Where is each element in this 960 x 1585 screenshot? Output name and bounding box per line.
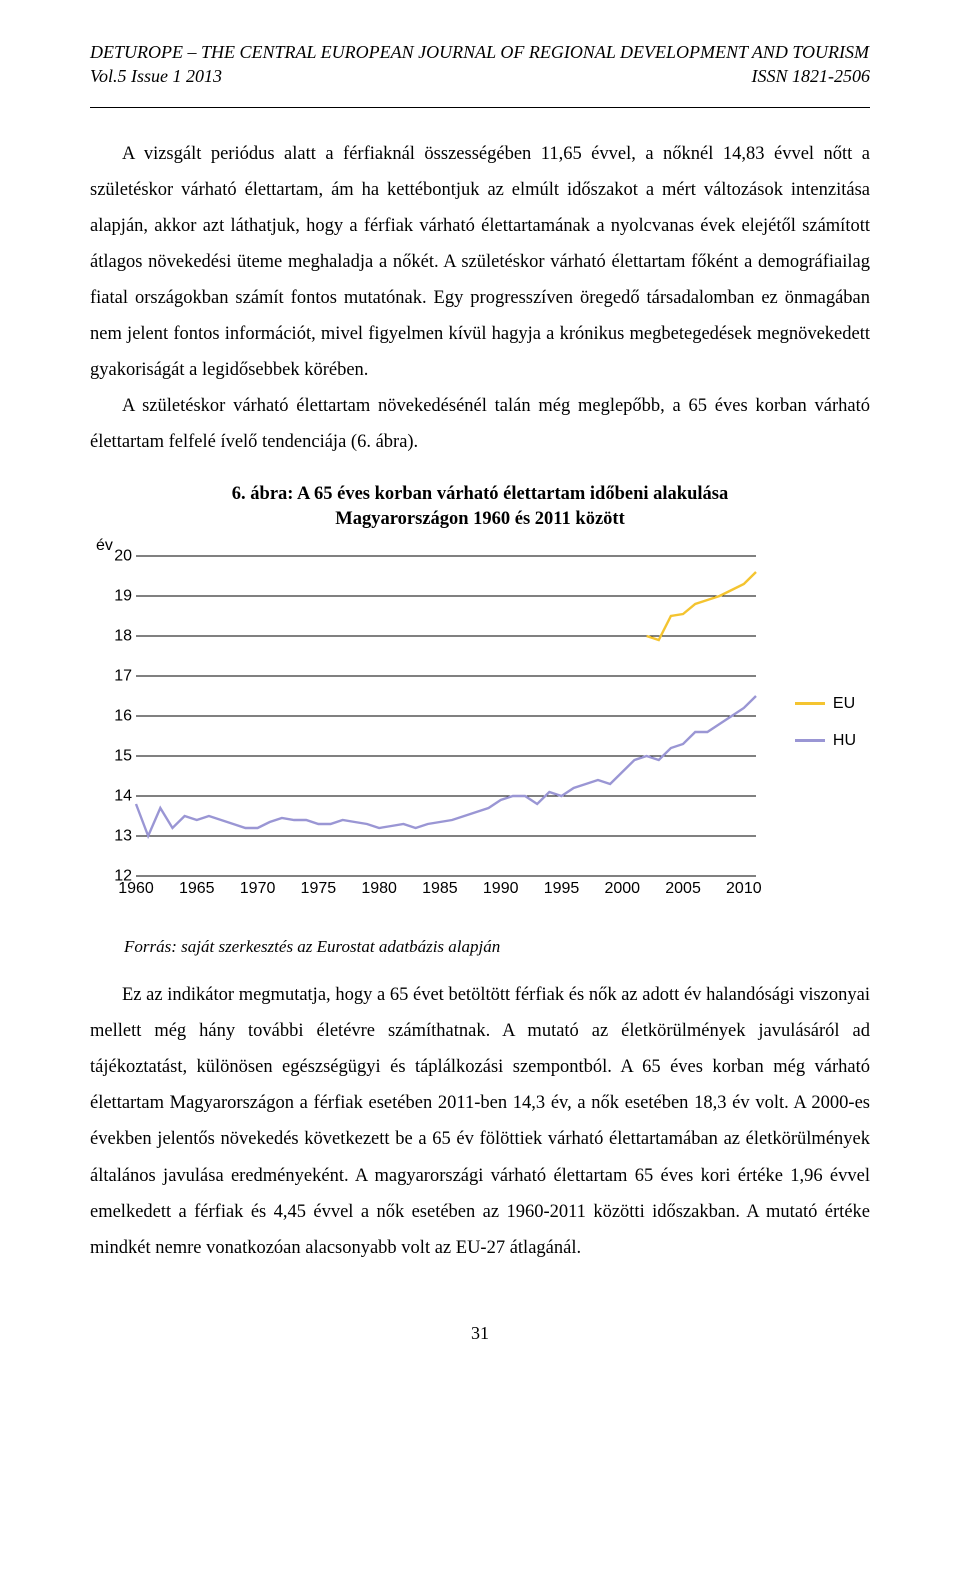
chart-source: Forrás: saját szerkesztés az Eurostat ad…: [124, 930, 870, 963]
paragraph-3: Ez az indikátor megmutatja, hogy a 65 év…: [90, 977, 870, 1266]
legend-item-hu: HU: [795, 725, 856, 756]
chart-area: év 121314151617181920 196019651970197519…: [96, 538, 856, 908]
x-tick-label: 1995: [544, 873, 580, 904]
x-tick-label: 2000: [604, 873, 640, 904]
issue-info: Vol.5 Issue 1 2013: [90, 64, 222, 88]
x-tick-label: 1980: [361, 873, 397, 904]
legend-item-eu: EU: [795, 688, 856, 719]
journal-header: DETUROPE – THE CENTRAL EUROPEAN JOURNAL …: [90, 40, 870, 89]
issn: ISSN 1821-2506: [752, 64, 871, 88]
journal-title: DETUROPE – THE CENTRAL EUROPEAN JOURNAL …: [90, 40, 869, 64]
paragraph-2: A születéskor várható élettartam növeked…: [90, 388, 870, 460]
x-tick-label: 1970: [240, 873, 276, 904]
y-tick-label: 20: [106, 541, 132, 572]
figure-6: 6. ábra: A 65 éves korban várható életta…: [90, 482, 870, 963]
page-number: 31: [90, 1316, 870, 1351]
x-tick-label: 1985: [422, 873, 458, 904]
y-tick-label: 14: [106, 781, 132, 812]
legend-swatch-hu: [795, 739, 825, 742]
y-tick-label: 19: [106, 581, 132, 612]
y-tick-label: 18: [106, 621, 132, 652]
y-tick-label: 15: [106, 741, 132, 772]
legend-swatch-eu: [795, 702, 825, 705]
y-tick-label: 17: [106, 661, 132, 692]
legend: EU HU: [795, 688, 856, 762]
paragraph-1: A vizsgált periódus alatt a férfiaknál ö…: [90, 136, 870, 388]
y-tick-label: 16: [106, 701, 132, 732]
y-tick-label: 13: [106, 821, 132, 852]
x-tick-label: 1975: [301, 873, 337, 904]
header-divider: [90, 107, 870, 108]
plot-stage: 1960196519701975198019851990199520002005…: [136, 556, 756, 876]
x-tick-label: 1960: [118, 873, 154, 904]
x-tick-label: 2005: [665, 873, 701, 904]
chart-svg: [136, 556, 756, 876]
x-tick-label: 1990: [483, 873, 519, 904]
x-tick-label: 2010: [726, 873, 762, 904]
chart-title: 6. ábra: A 65 éves korban várható életta…: [90, 482, 870, 532]
x-tick-label: 1965: [179, 873, 215, 904]
